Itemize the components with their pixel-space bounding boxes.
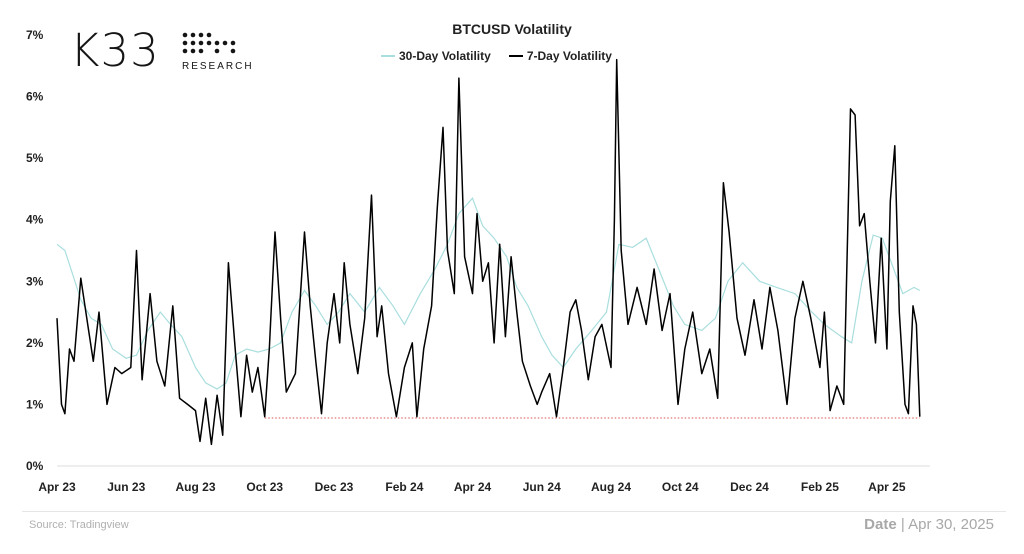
- legend-swatch-7-day: [508, 55, 523, 57]
- x-tick-label: Dec 24: [730, 480, 769, 494]
- date-note: Date | Apr 30, 2025: [864, 516, 994, 533]
- x-tick-label: Feb 25: [801, 480, 839, 494]
- source-note: Source: Tradingview: [29, 519, 129, 531]
- x-tick-label: Apr 25: [868, 480, 906, 494]
- date-value: Apr 30, 2025: [908, 516, 994, 533]
- y-tick-label: 1%: [26, 397, 44, 411]
- logo-dot-grid-icon: [182, 32, 236, 54]
- x-tick-label: Feb 24: [385, 480, 423, 494]
- date-separator: |: [896, 516, 909, 533]
- legend-label-30-day: 30-Day Volatility: [399, 49, 491, 63]
- chart-title: BTCUSD Volatility: [452, 21, 572, 37]
- y-axis-ticks: 0% 1% 2% 3% 4% 5% 6% 7%: [26, 28, 44, 473]
- x-tick-label: Oct 24: [662, 480, 699, 494]
- x-tick-label: Oct 23: [246, 480, 283, 494]
- x-tick-label: Aug 24: [591, 480, 631, 494]
- logo-wordmark: K33: [70, 24, 160, 77]
- legend-item-7-day: 7-Day Volatility: [508, 49, 612, 63]
- x-axis-ticks: Apr 23 Jun 23 Aug 23 Oct 23 Dec 23 Feb 24 Apr …: [38, 480, 906, 494]
- y-tick-label: 5%: [26, 151, 44, 165]
- y-tick-label: 0%: [26, 459, 44, 473]
- x-tick-label: Jun 23: [107, 480, 145, 494]
- date-label: Date: [864, 516, 897, 533]
- y-tick-label: 6%: [26, 90, 44, 104]
- series-line-7-day-volatility: [56, 58, 921, 446]
- y-tick-label: 4%: [26, 213, 44, 227]
- x-tick-label: Aug 23: [175, 480, 215, 494]
- footer-divider: [22, 511, 1006, 512]
- x-tick-label: Jun 24: [523, 480, 561, 494]
- legend-label-7-day: 7-Day Volatility: [526, 49, 612, 63]
- chart-legend: 30-Day Volatility 7-Day Volatility: [381, 49, 630, 63]
- legend-item-30-day: 30-Day Volatility: [381, 49, 491, 63]
- x-tick-label: Dec 23: [315, 480, 354, 494]
- series-line-30-day-volatility: [56, 197, 921, 390]
- x-tick-label: Apr 23: [38, 480, 76, 494]
- legend-swatch-30-day: [381, 55, 395, 57]
- y-tick-label: 3%: [26, 274, 44, 288]
- y-tick-label: 2%: [26, 336, 44, 350]
- x-tick-label: Apr 24: [454, 480, 492, 494]
- k33-research-logo: K33 RESEARCH: [70, 24, 252, 80]
- y-tick-label: 7%: [26, 28, 44, 42]
- logo-subtitle: RESEARCH: [182, 61, 254, 72]
